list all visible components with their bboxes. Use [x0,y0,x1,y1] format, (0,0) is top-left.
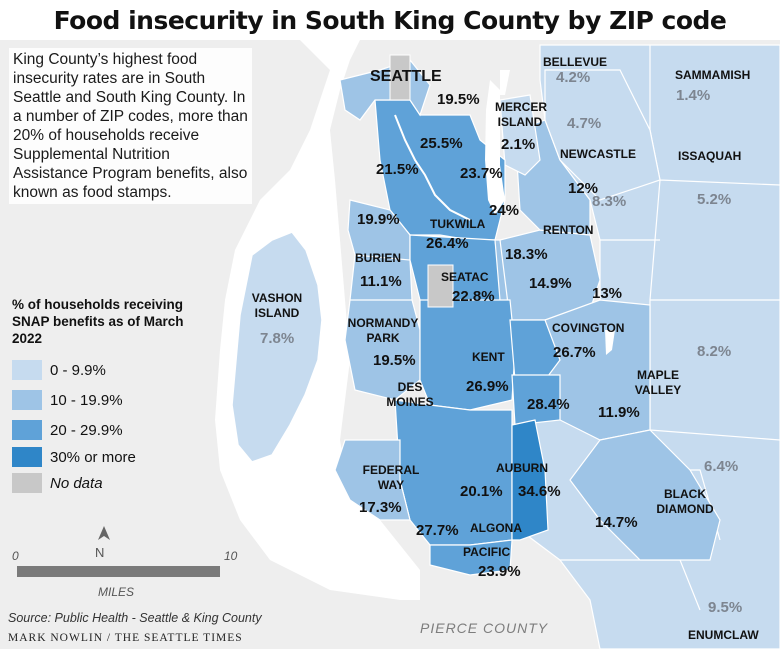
place-mercer-island: MERCER ISLAND [495,100,548,129]
value-label: 8.3% [592,193,627,210]
legend-item: No data [12,473,103,493]
place-des-moines: DES MOINES [386,380,434,409]
value-label: 17.3% [359,499,402,516]
value-label: 23.7% [460,165,503,182]
place-pierce-county: PIERCE COUNTY [420,620,549,636]
legend-item: 0 - 9.9% [12,360,106,380]
value-label: 34.6% [518,483,561,500]
value-label: 8.2% [697,343,732,360]
value-label: 28.4% [527,396,570,413]
place-seattle: SEATTLE [370,68,442,85]
value-label: 26.4% [426,235,469,252]
legend-label: 10 - 19.9% [50,391,123,409]
place-vashon: VASHON ISLAND [251,291,303,320]
place-pacific: PACIFIC [463,545,511,559]
legend-swatch [12,473,42,493]
value-label: 14.7% [595,514,638,531]
legend-label: 20 - 29.9% [50,421,123,439]
value-label: 22.8% [452,288,495,305]
place-federal-way: FEDERAL WAY [362,463,420,492]
value-label: 13% [592,285,623,302]
scale-unit: MILES [98,585,135,599]
place-auburn: AUBURN [496,461,548,475]
scale-bar [17,566,220,577]
legend-label: No data [50,474,103,492]
place-normandy-park: NORMANDY PARK [347,316,419,345]
value-label: 14.9% [529,275,572,292]
source-note: Source: Public Health - Seattle & King C… [8,611,262,625]
place-maple-valley: MAPLE VALLEY [634,368,682,397]
value-label: 12% [568,180,599,197]
value-label: 2.1% [501,136,536,153]
duwamish-river [394,114,471,221]
north-arrow-icon [98,526,110,540]
value-label: 19.9% [357,211,400,228]
value-label: 25.5% [420,135,463,152]
north-label: N [95,545,105,560]
value-label: 4.7% [567,115,602,132]
no-data-area [427,264,454,308]
place-burien: BURIEN [355,251,402,265]
value-label: 19.5% [437,91,480,108]
value-label: 11.1% [360,273,402,290]
place-black-diamond: BLACK DIAMOND [656,487,714,516]
legend-item: 10 - 19.9% [12,390,123,410]
legend-label: 0 - 9.9% [50,361,106,379]
legend-item: 30% or more [12,447,136,467]
value-label: 5.2% [697,191,732,208]
scale-min: 0 [12,549,19,563]
legend-swatch [12,447,42,467]
lake-washington-water [485,80,505,215]
credit-line: MARK NOWLIN / THE SEATTLE TIMES [8,632,243,644]
legend-label: 30% or more [50,448,136,466]
legend-title: % of households receiving SNAP benefits … [12,297,184,346]
legend-swatch [12,360,42,380]
place-bellevue: BELLEVUE [543,55,608,69]
value-label: 18.3% [505,246,548,263]
place-newcastle: NEWCASTLE [560,147,636,161]
place-renton: RENTON [543,223,594,237]
value-label: 19.5% [373,352,416,369]
legend-item: 20 - 29.9% [12,420,123,440]
value-label: 4.2% [556,69,591,86]
value-label: 9.5% [708,599,743,616]
place-issaquah: ISSAQUAH [678,149,742,163]
scale-max: 10 [224,549,238,563]
value-label: 1.4% [676,87,711,104]
vashon-island-zip [231,231,323,463]
value-label: 26.9% [466,378,509,395]
value-label: 26.7% [553,344,596,361]
place-enumclaw: ENUMCLAW [688,628,759,642]
value-label: 20.1% [460,483,503,500]
intro-text: King County’s highest food insecurity ra… [9,48,252,204]
legend-swatch [12,390,42,410]
place-kent: KENT [472,350,505,364]
value-label: 11.9% [598,404,640,421]
place-seatac: SEATAC [441,270,489,284]
place-algona: ALGONA [470,521,522,535]
value-label: 23.9% [478,563,521,580]
place-sammamish: SAMMAMISH [675,68,751,82]
value-label: 21.5% [376,161,419,178]
value-label: 24% [489,202,520,219]
page-title: Food insecurity in South King County by … [53,6,727,35]
place-tukwila: TUKWILA [430,217,486,231]
value-label: 7.8% [260,330,295,347]
legend-swatch [12,420,42,440]
value-label: 27.7% [416,522,459,539]
place-covington: COVINGTON [552,321,625,335]
value-label: 6.4% [704,458,739,475]
